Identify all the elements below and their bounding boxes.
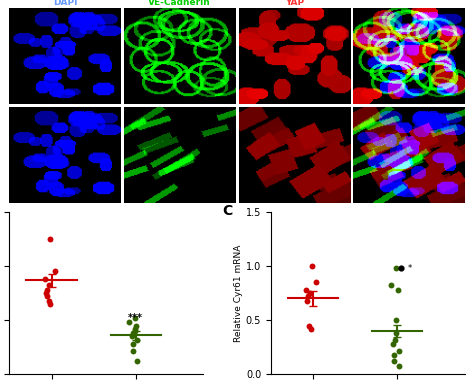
Point — [312, 279, 320, 285]
Title: Merge: Merge — [393, 0, 425, 7]
Point — [46, 301, 54, 307]
Point — [131, 326, 139, 332]
Point — [305, 322, 312, 329]
Point — [129, 341, 137, 347]
Point — [131, 315, 139, 321]
Point — [43, 287, 51, 293]
Point — [134, 358, 141, 364]
Y-axis label: Thoracic Aorta: Thoracic Aorta — [0, 127, 7, 183]
Point — [44, 293, 51, 299]
Point — [395, 348, 402, 354]
Point — [41, 276, 49, 282]
Y-axis label: Relative Cyr61 mRNA: Relative Cyr61 mRNA — [234, 244, 243, 342]
Point — [304, 298, 311, 304]
Point — [45, 282, 53, 288]
Point — [129, 348, 137, 354]
Point — [307, 290, 314, 296]
Point — [307, 326, 315, 332]
Title: VE-Cadherin: VE-Cadherin — [148, 0, 211, 7]
Point — [302, 287, 310, 293]
Point — [390, 341, 397, 347]
Point — [131, 328, 138, 334]
Point — [51, 268, 58, 274]
Y-axis label: Aortic Arch: Aortic Arch — [0, 35, 7, 77]
Point — [134, 337, 141, 343]
Point — [387, 282, 394, 288]
Point — [308, 263, 316, 269]
Point — [390, 358, 398, 364]
Point — [42, 290, 50, 296]
Text: C: C — [222, 204, 233, 218]
Point — [392, 330, 400, 336]
Point — [128, 333, 136, 340]
Point — [46, 236, 54, 242]
Point — [130, 330, 137, 336]
Point — [392, 265, 400, 271]
Point — [391, 337, 399, 343]
Title: DAPI: DAPI — [53, 0, 77, 7]
Point — [304, 293, 312, 299]
Point — [394, 287, 401, 293]
Text: *: * — [407, 264, 411, 273]
Point — [392, 317, 400, 323]
Point — [133, 322, 140, 329]
Point — [391, 352, 398, 358]
Title: YAP: YAP — [285, 0, 304, 7]
Text: ***: *** — [128, 313, 143, 324]
Point — [395, 363, 402, 369]
Point — [126, 319, 133, 325]
Point — [398, 265, 405, 271]
Point — [46, 298, 53, 304]
